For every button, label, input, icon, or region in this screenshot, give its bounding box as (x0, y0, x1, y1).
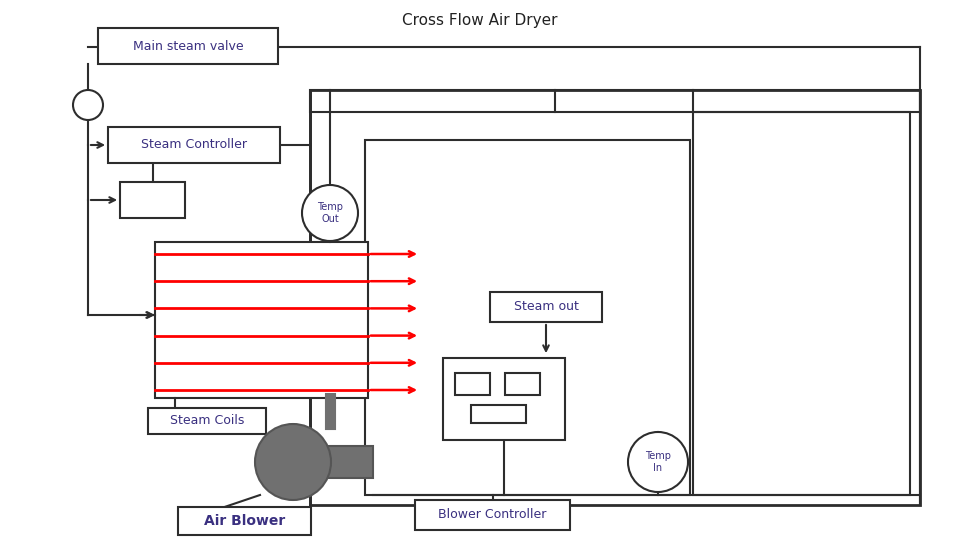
Bar (310, 90, 920, 505)
Text: Main steam valve: Main steam valve (133, 40, 243, 52)
Bar (178, 507, 311, 535)
Bar (471, 405, 526, 423)
Bar (505, 373, 540, 395)
Text: Cross Flow Air Dryer: Cross Flow Air Dryer (403, 13, 557, 28)
Bar (693, 112, 910, 495)
Text: Air Blower: Air Blower (204, 514, 285, 528)
Bar (120, 182, 185, 218)
Text: Blower Controller: Blower Controller (438, 509, 547, 521)
Bar (415, 500, 570, 530)
Bar (98, 28, 278, 64)
Bar (108, 127, 280, 163)
Bar (310, 90, 920, 112)
Text: Steam Coils: Steam Coils (170, 414, 244, 428)
Text: Temp
In: Temp In (645, 451, 671, 473)
Bar (443, 358, 565, 440)
Bar (490, 292, 602, 322)
Bar (455, 373, 490, 395)
Ellipse shape (628, 432, 688, 492)
Ellipse shape (255, 424, 331, 500)
Bar (155, 242, 368, 398)
Bar (323, 446, 373, 478)
Ellipse shape (73, 90, 103, 120)
Ellipse shape (302, 185, 358, 241)
Text: Steam out: Steam out (513, 300, 579, 314)
Bar (365, 140, 690, 495)
Text: Steam Controller: Steam Controller (141, 138, 247, 152)
Text: Temp
Out: Temp Out (317, 202, 343, 224)
Bar (148, 408, 266, 434)
